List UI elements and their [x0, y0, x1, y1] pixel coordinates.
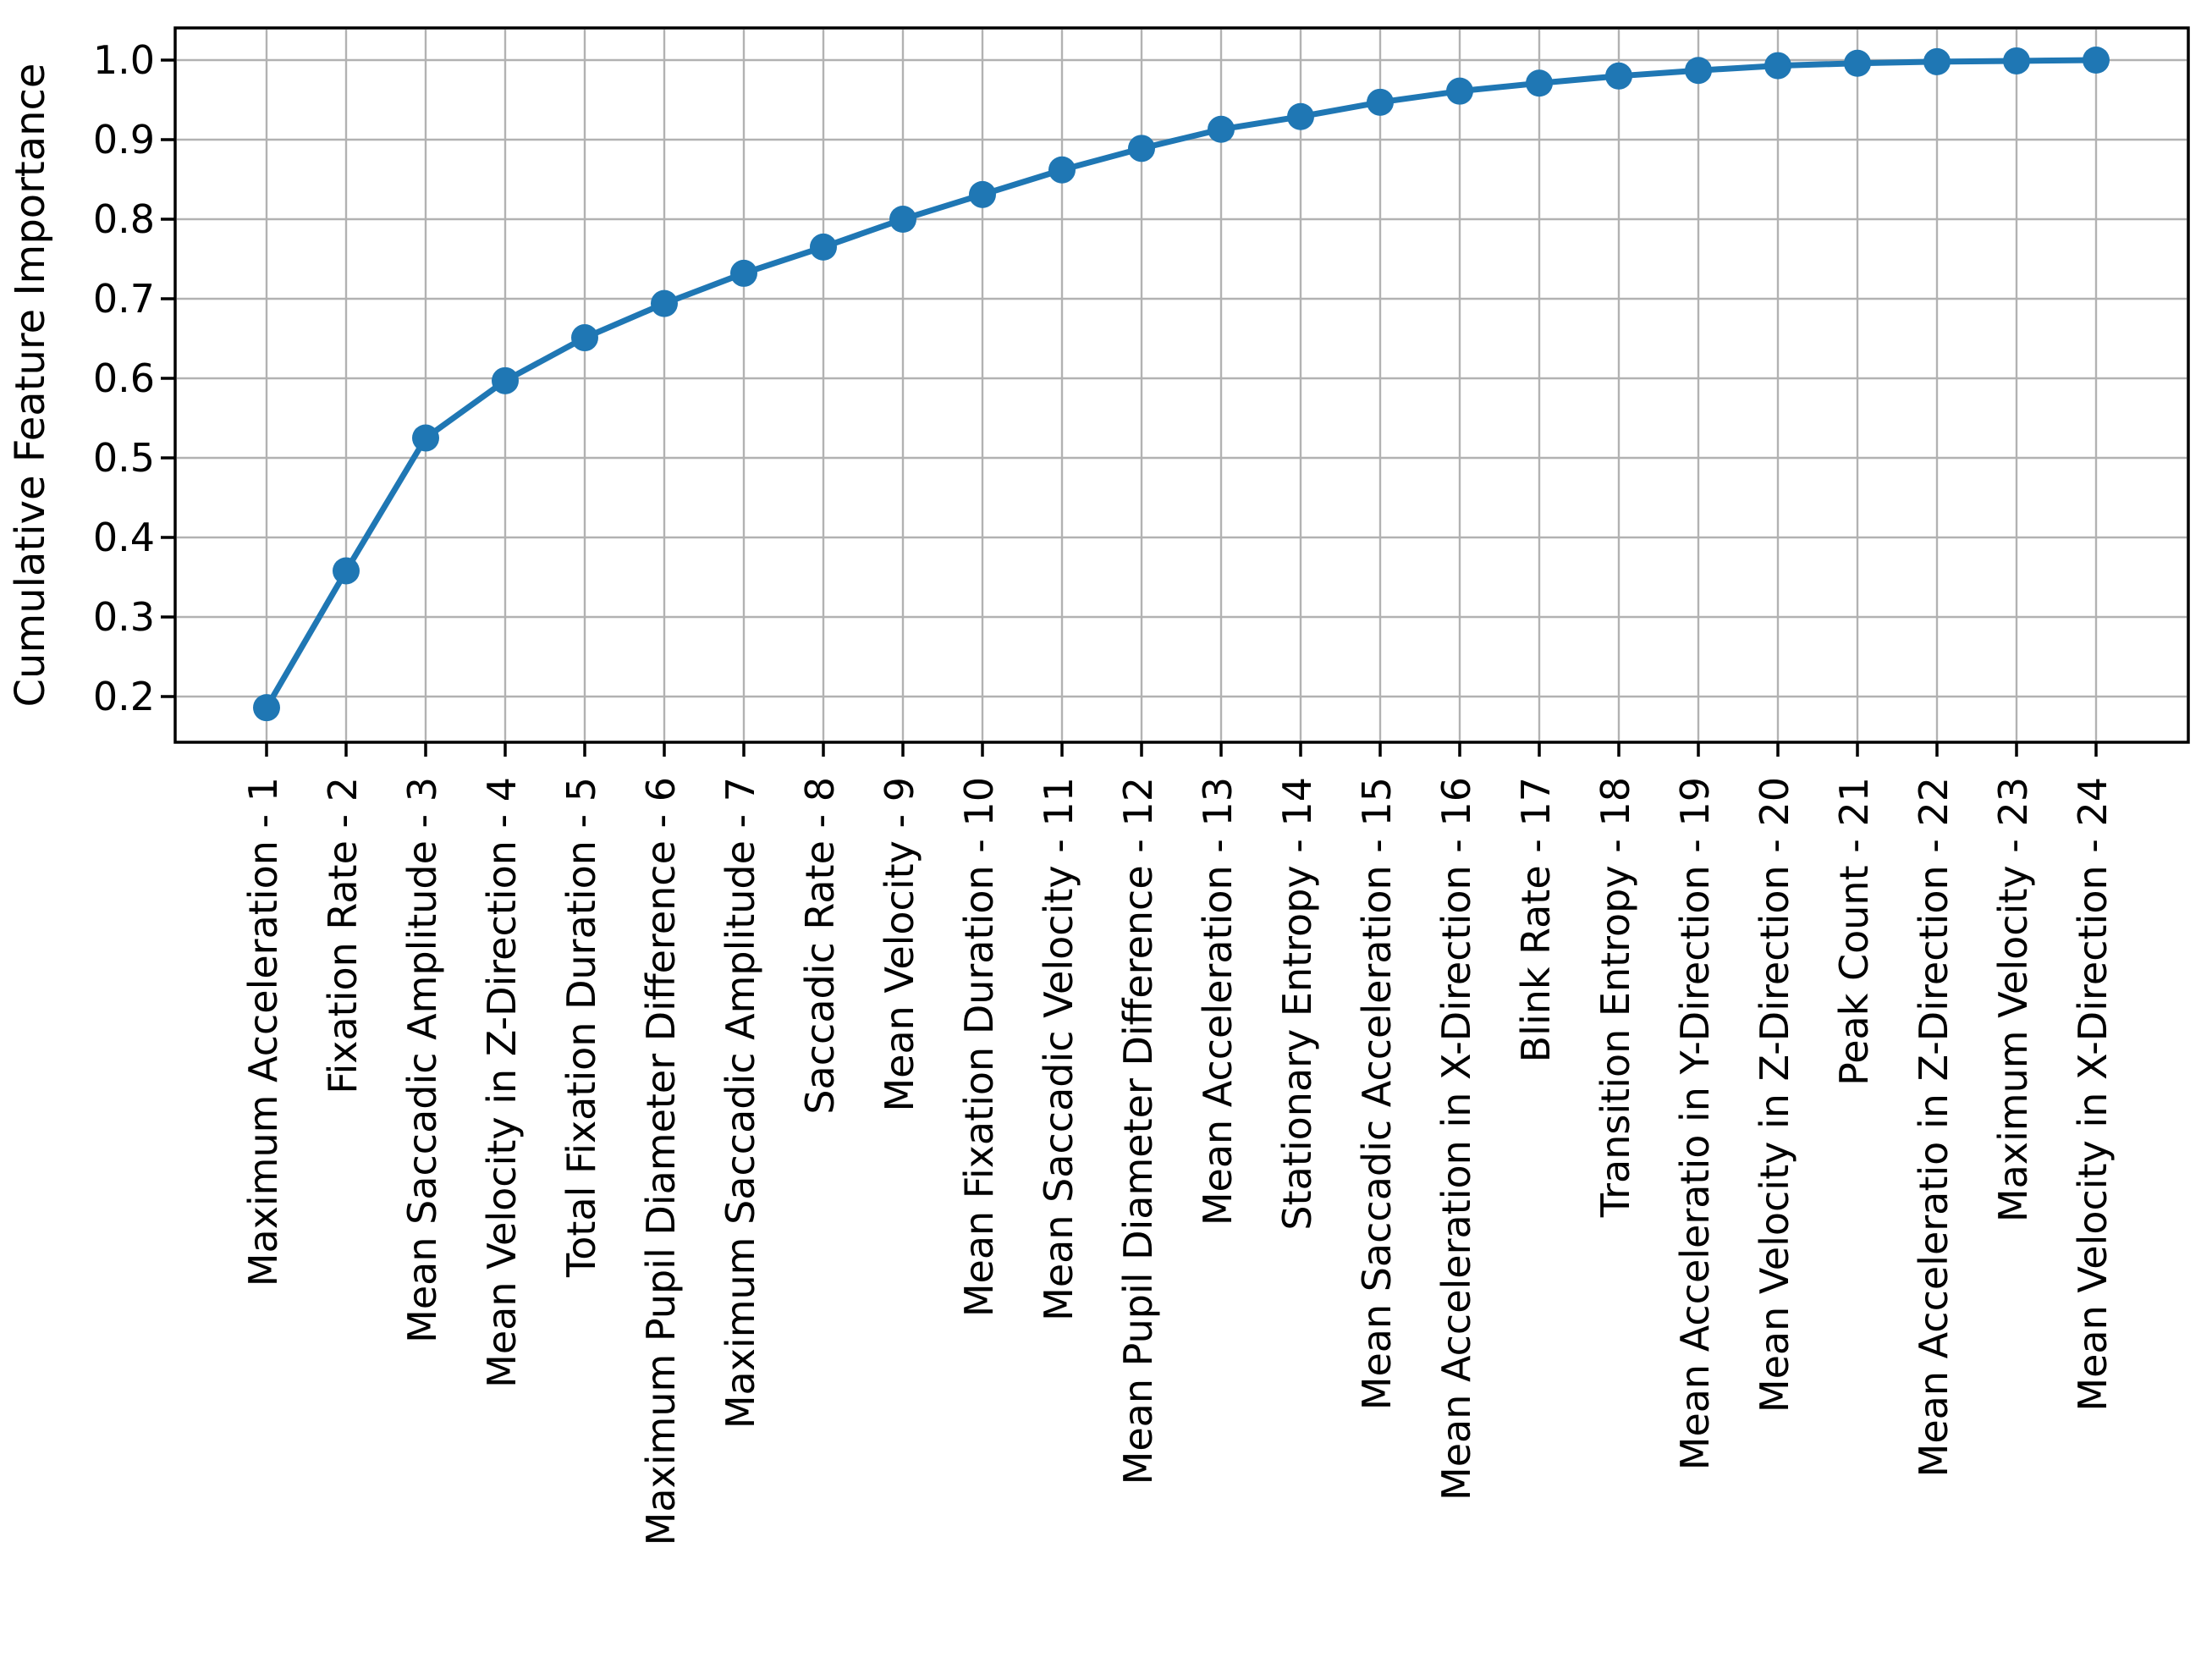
data-point	[1923, 47, 1951, 75]
data-point	[1287, 102, 1314, 130]
x-tick-label: Mean Fixation Duration - 10	[956, 777, 1002, 1317]
y-axis-label: Cumulative Feature Importance	[7, 63, 54, 708]
plot-area	[173, 26, 2190, 744]
data-point	[1048, 156, 1076, 184]
y-tick-label: 0.5	[93, 435, 155, 481]
data-point	[1685, 57, 1712, 85]
y-tick-label: 0.6	[93, 355, 155, 401]
x-tick-label: Maximum Velocity - 23	[1990, 777, 2036, 1222]
x-tick-label: Maximum Saccadic Amplitude - 7	[718, 777, 763, 1429]
x-tick-label: Mean Velocity in Z-Direction - 20	[1752, 777, 1797, 1413]
data-point	[1446, 77, 1473, 105]
x-tick-label: Mean Velocity in X-Direction - 24	[2070, 777, 2116, 1412]
x-tick-label: Mean Saccadic Amplitude - 3	[399, 777, 445, 1343]
x-tick-label: Mean Velocity in Z-Direction - 4	[479, 777, 525, 1388]
data-point	[1605, 62, 1632, 90]
y-tick-label: 0.3	[93, 594, 155, 640]
x-tick-labels: Maximum Acceleration - 1 Fixation Rate - …	[240, 777, 2116, 1545]
axis-ticks	[161, 58, 2098, 757]
data-point	[1764, 52, 1791, 80]
data-point	[651, 289, 678, 317]
x-tick-label: Mean Acceleration in X-Direction - 16	[1433, 777, 1479, 1501]
x-tick-label: Mean Saccadic Acceleration - 15	[1354, 777, 1400, 1410]
x-tick-label: Mean Saccadic Velocity - 11	[1036, 777, 1081, 1321]
y-tick-label: 0.7	[93, 276, 155, 322]
data-point	[1208, 115, 1235, 143]
y-tick-label: 0.9	[93, 117, 155, 162]
y-tick-label: 1.0	[93, 37, 155, 83]
data-point	[889, 206, 916, 233]
x-tick-label: Mean Acceleration - 13	[1195, 777, 1241, 1226]
x-tick-label: Mean Acceleratio in Z-Direction - 22	[1911, 777, 1956, 1477]
data-point	[730, 259, 757, 287]
data-point	[2083, 47, 2110, 74]
data-point	[969, 180, 996, 208]
data-point	[1526, 69, 1553, 97]
x-tick-label: Maximum Acceleration - 1	[240, 777, 286, 1286]
x-tick-label: Peak Count - 21	[1831, 777, 1877, 1086]
x-tick-label: Saccadic Rate - 8	[797, 777, 843, 1115]
x-tick-label: Fixation Rate - 2	[320, 777, 366, 1094]
series-line	[263, 57, 2099, 711]
x-tick-label: Mean Pupil Diameter Difference - 12	[1115, 777, 1161, 1484]
data-point	[412, 424, 439, 452]
data-point	[571, 324, 598, 352]
data-point	[1367, 88, 1394, 116]
y-tick-label: 0.8	[93, 196, 155, 242]
x-tick-label: Mean Acceleratio in Y-Direction - 19	[1672, 777, 1718, 1470]
y-tick-label: 0.2	[93, 674, 155, 719]
x-tick-label: Transition Entropy - 18	[1593, 777, 1638, 1218]
data-point	[810, 233, 837, 261]
data-point	[1844, 49, 1871, 77]
x-tick-label: Maximum Pupil Diameter Difference - 6	[638, 777, 684, 1545]
y-tick-label: 0.4	[93, 515, 155, 560]
x-tick-label: Stationary Entropy - 14	[1274, 777, 1320, 1231]
line-series	[253, 47, 2110, 722]
x-tick-label: Total Fixation Duration - 5	[559, 777, 604, 1278]
x-tick-label: Mean Velocity - 9	[877, 777, 922, 1112]
data-point	[492, 366, 519, 394]
data-point	[253, 694, 280, 722]
x-tick-label: Blink Rate - 17	[1513, 777, 1559, 1062]
data-point	[1128, 135, 1155, 162]
data-point	[333, 557, 360, 585]
y-tick-labels: 0.2 0.3 0.4 0.5 0.6 0.7 0.8 0.9 1.0	[93, 37, 155, 719]
data-point	[2003, 47, 2030, 74]
